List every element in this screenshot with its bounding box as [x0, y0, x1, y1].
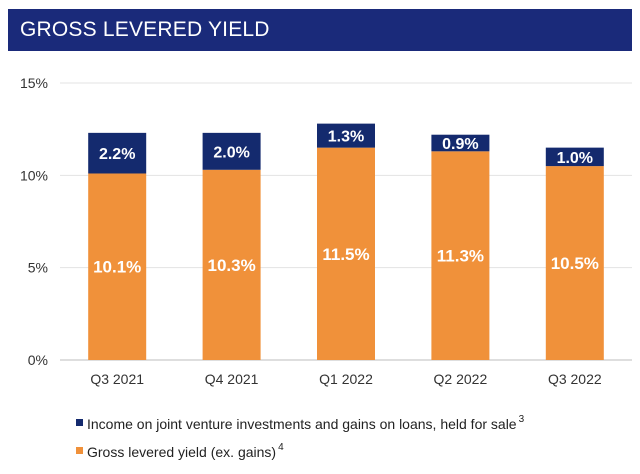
bar-segment-jv-income: [88, 132, 147, 174]
chart-title: GROSS LEVERED YIELD: [20, 18, 270, 41]
x-tick-label: Q3 2021: [90, 371, 144, 387]
data-label: 11.3%: [437, 247, 484, 266]
chart-header: GROSS LEVERED YIELD: [8, 9, 632, 51]
legend-footnote: 4: [278, 442, 284, 453]
data-label: 1.3%: [328, 129, 364, 146]
bar-segment-gross-yield: [317, 147, 375, 360]
x-tick-label: Q1 2022: [319, 371, 373, 387]
data-label: 11.5%: [322, 245, 369, 264]
bar-segment-gross-yield: [202, 169, 261, 360]
data-label: 0.9%: [442, 136, 478, 153]
y-tick-label: 10%: [20, 167, 48, 183]
bar-segment-gross-yield: [431, 151, 490, 360]
data-label: 2.2%: [99, 146, 135, 163]
legend-label: Income on joint venture investments and …: [87, 416, 517, 432]
x-tick-label: Q2 2022: [434, 371, 488, 387]
data-label: 10.1%: [93, 258, 141, 277]
bar-segment-jv-income: [202, 132, 261, 170]
data-label: 10.3%: [207, 256, 255, 275]
legend-footnote: 3: [518, 414, 525, 425]
legend-swatch-orange: [76, 447, 83, 454]
data-label: 10.5%: [551, 254, 599, 273]
bar-segment-gross-yield: [545, 166, 604, 360]
y-tick-label: 5%: [28, 260, 48, 276]
data-label: 1.0%: [557, 150, 593, 167]
bar-segment-jv-income: [317, 123, 375, 148]
x-tick-label: Q3 2022: [548, 371, 602, 387]
legend-label: Gross levered yield (ex. gains): [87, 444, 277, 460]
y-tick-label: 15%: [20, 75, 48, 91]
data-label: 2.0%: [213, 144, 249, 161]
bar-segment-jv-income: [431, 134, 490, 152]
bar-segment-gross-yield: [88, 173, 147, 360]
y-tick-label: 0%: [28, 352, 48, 368]
stacked-bar-chart: 0% 5% 10% 15% 10.1% 2.2% Q3 2021 10.3% 2.0% Q4 20…: [20, 75, 632, 387]
legend-swatch-navy: [76, 419, 83, 426]
x-tick-label: Q4 2021: [205, 371, 259, 387]
bar-segment-jv-income: [545, 147, 604, 167]
